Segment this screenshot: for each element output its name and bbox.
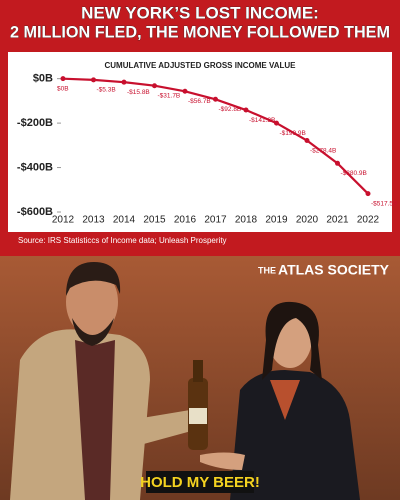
caption: HOLD MY BEER! bbox=[140, 474, 260, 491]
point bbox=[304, 138, 310, 144]
value-label: -$56.7B bbox=[188, 98, 211, 105]
y-tick-label: -$200B bbox=[17, 117, 53, 129]
point bbox=[182, 88, 188, 94]
point bbox=[213, 96, 218, 102]
logo-name: ATLAS SOCIETY bbox=[278, 262, 390, 278]
point bbox=[243, 107, 249, 113]
value-label: -$517.5B bbox=[371, 200, 397, 207]
photo bbox=[10, 262, 360, 500]
x-tick-label: 2018 bbox=[235, 215, 258, 226]
y-tick-label: -$600B bbox=[17, 206, 53, 218]
value-label: -$5.3B bbox=[97, 87, 116, 94]
x-tick-label: 2016 bbox=[174, 215, 197, 226]
x-tick-label: 2021 bbox=[326, 215, 349, 226]
value-label: $0B bbox=[57, 85, 69, 92]
value-label: -$199.9B bbox=[280, 130, 306, 137]
x-tick-label: 2020 bbox=[296, 215, 319, 226]
x-tick-label: 2013 bbox=[82, 215, 105, 226]
title: NEW YORK’S LOST INCOME: bbox=[81, 3, 319, 22]
chart-title: CUMULATIVE ADJUSTED GROSS INCOME VALUE bbox=[105, 61, 297, 70]
value-label: -$278.4B bbox=[310, 147, 336, 154]
value-label: -$31.7B bbox=[158, 92, 181, 99]
chart-panel bbox=[8, 52, 392, 232]
x-tick-label: 2019 bbox=[265, 215, 288, 226]
source: Source: IRS Statisticcs of Income data; … bbox=[18, 236, 227, 245]
caption-background bbox=[146, 471, 254, 493]
y-tick-label: $0B bbox=[33, 73, 53, 85]
value-label: -$141.2B bbox=[249, 117, 275, 124]
subtitle: 2 MILLION FLED, THE MONEY FOLLOWED THEM bbox=[10, 22, 390, 41]
x-tick-label: 2017 bbox=[204, 215, 227, 226]
point bbox=[335, 160, 340, 166]
x-tick-label: 2012 bbox=[52, 215, 75, 226]
x-tick-label: 2022 bbox=[357, 215, 380, 226]
point bbox=[274, 120, 279, 126]
x-tick-label: 2015 bbox=[143, 215, 166, 226]
point bbox=[91, 77, 96, 83]
logo-prefix: THE bbox=[258, 265, 276, 275]
point bbox=[365, 191, 371, 197]
point bbox=[60, 76, 66, 82]
value-label: -$92.8B bbox=[219, 106, 242, 113]
y-tick-label: -$400B bbox=[17, 161, 53, 173]
x-tick-label: 2014 bbox=[113, 215, 136, 226]
point bbox=[121, 79, 127, 85]
value-label: -$15.8B bbox=[127, 89, 150, 96]
point bbox=[152, 83, 157, 89]
value-label: -$380.9B bbox=[341, 170, 367, 177]
